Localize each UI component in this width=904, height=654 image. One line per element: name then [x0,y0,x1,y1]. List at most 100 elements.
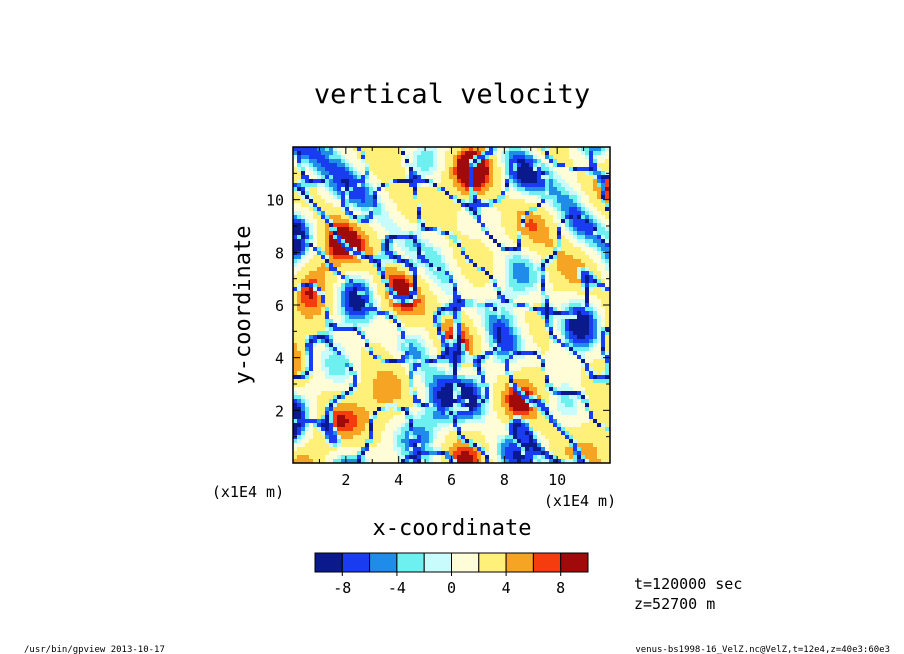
field-cell [349,263,353,267]
field-cell [569,403,573,407]
field-cell [453,207,457,211]
field-cell [581,271,585,275]
field-cell [497,327,501,331]
field-cell [505,231,509,235]
field-cell [381,375,385,379]
field-cell [521,399,525,403]
field-cell [537,195,541,199]
field-cell [413,267,417,271]
field-cell [401,151,405,155]
field-cell [465,303,469,307]
field-cell [545,199,549,203]
field-cell [485,299,489,303]
field-cell [297,335,301,339]
field-cell [313,255,317,259]
field-cell [369,295,373,299]
field-cell [293,367,297,371]
field-cell [333,183,337,187]
field-cell [389,259,393,263]
field-cell [401,371,405,375]
field-cell [449,399,453,403]
field-cell [505,379,509,383]
field-cell [545,303,549,307]
field-cell [461,179,465,183]
field-cell [481,395,485,399]
field-cell [309,371,313,375]
field-cell [361,239,365,243]
field-cell [357,331,361,335]
field-cell [473,151,477,155]
field-cell [509,159,513,163]
field-cell [545,163,549,167]
field-cell [297,175,301,179]
field-cell [321,451,325,455]
field-cell [553,231,557,235]
field-cell [293,319,297,323]
field-cell [365,427,369,431]
field-cell [585,391,589,395]
field-cell [533,451,537,455]
field-cell [373,247,377,251]
field-cell [509,215,513,219]
field-cell [501,291,505,295]
field-cell [569,303,573,307]
field-cell [493,387,497,391]
field-cell [605,427,609,431]
field-cell [597,167,601,171]
field-cell [433,159,437,163]
field-cell [425,439,429,443]
field-cell [537,395,541,399]
field-cell [337,431,341,435]
field-cell [333,447,337,451]
field-cell [505,311,509,315]
field-cell [329,319,333,323]
field-cell [513,415,517,419]
field-cell [593,167,597,171]
field-cell [569,199,573,203]
field-cell [329,375,333,379]
field-cell [341,159,345,163]
field-cell [501,399,505,403]
field-cell [521,179,525,183]
field-cell [573,219,577,223]
field-cell [365,243,369,247]
field-cell [377,411,381,415]
field-cell [349,223,353,227]
field-cell [509,431,513,435]
field-cell [389,191,393,195]
field-cell [485,319,489,323]
field-cell [589,447,593,451]
field-cell [297,315,301,319]
field-cell [601,383,605,387]
field-cell [421,407,425,411]
field-cell [581,447,585,451]
field-cell [401,299,405,303]
field-cell [481,259,485,263]
field-cell [493,335,497,339]
field-cell [413,167,417,171]
field-cell [389,391,393,395]
field-cell [457,403,461,407]
field-cell [521,395,525,399]
field-cell [453,183,457,187]
field-cell [529,203,533,207]
field-cell [425,431,429,435]
field-cell [309,239,313,243]
field-cell [361,243,365,247]
field-cell [589,363,593,367]
field-cell [353,307,357,311]
field-cell [329,283,333,287]
field-cell [421,455,425,459]
field-cell [529,435,533,439]
field-cell [453,303,457,307]
field-cell [593,187,597,191]
field-cell [465,207,469,211]
field-cell [577,235,581,239]
field-cell [369,403,373,407]
field-cell [305,451,309,455]
field-cell [457,199,461,203]
field-cell [497,287,501,291]
field-cell [601,211,605,215]
field-cell [517,247,521,251]
field-cell [321,443,325,447]
